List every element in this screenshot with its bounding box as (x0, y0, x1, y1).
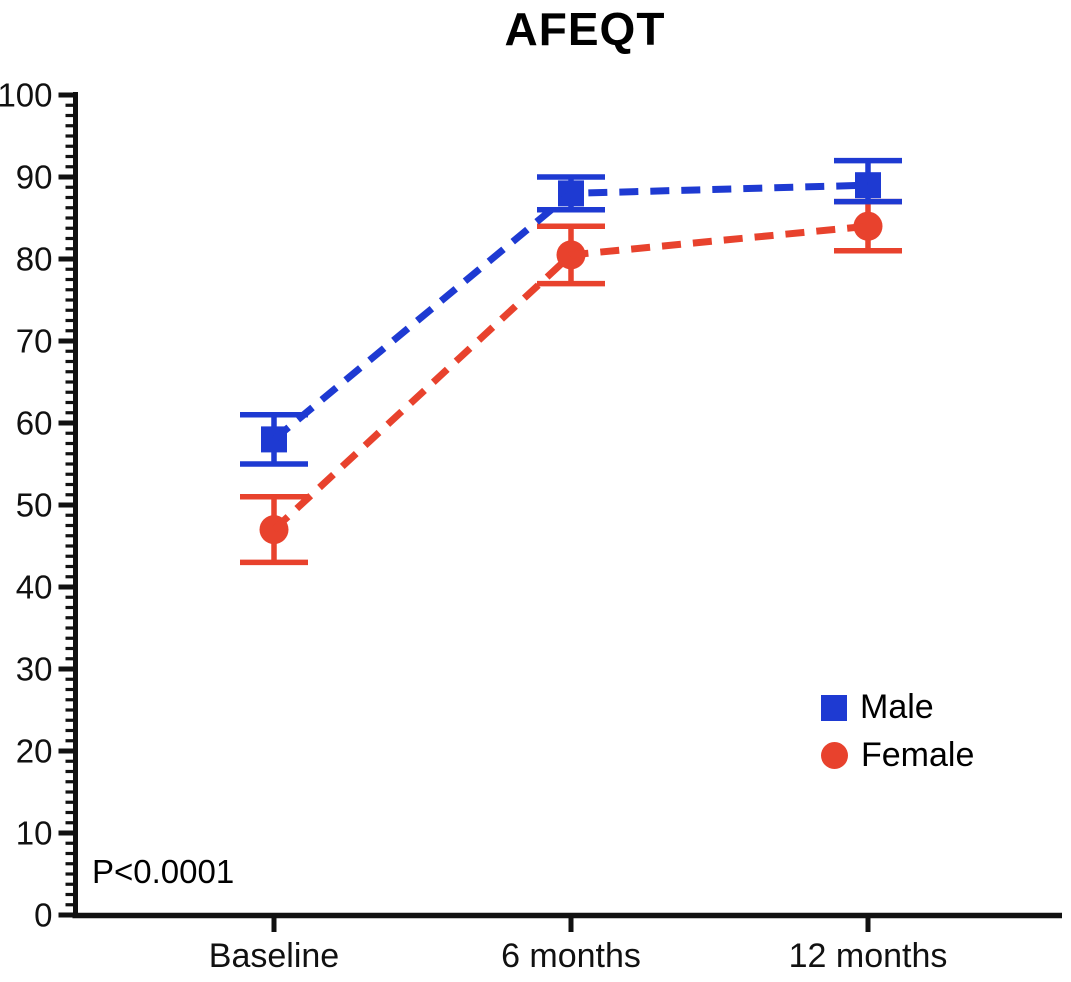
y-tick-label: 60 (16, 405, 53, 442)
x-tick-label: 12 months (789, 937, 948, 975)
y-tick-label: 20 (16, 733, 53, 770)
x-tick-label: 6 months (501, 937, 641, 975)
female-circle-marker-icon (821, 742, 848, 769)
p-value-annotation: P<0.0001 (92, 853, 235, 890)
female-series-line (271, 222, 869, 533)
legend: Male Female (821, 689, 974, 774)
male-square-marker-icon (821, 694, 847, 721)
y-tick-label: 70 (16, 323, 53, 360)
y-tick-label: 50 (16, 487, 53, 524)
y-tick-label: 0 (34, 897, 52, 934)
y-tick-label: 80 (16, 241, 53, 278)
legend-item-female: Female (821, 737, 974, 774)
y-tick-label: 90 (16, 159, 53, 196)
legend-label-female: Female (861, 736, 975, 774)
legend-label-male: Male (860, 688, 934, 726)
male-series-line (271, 181, 869, 443)
female-marker (853, 211, 883, 241)
x-tick-label: Baseline (209, 937, 339, 975)
y-tick-label: 100 (0, 77, 53, 114)
y-tick-label: 30 (16, 651, 53, 688)
y-tick-label: 40 (16, 569, 53, 606)
chart-title: AFEQT (504, 3, 666, 55)
legend-item-male: Male (821, 689, 974, 726)
y-tick-label: 10 (16, 815, 53, 852)
